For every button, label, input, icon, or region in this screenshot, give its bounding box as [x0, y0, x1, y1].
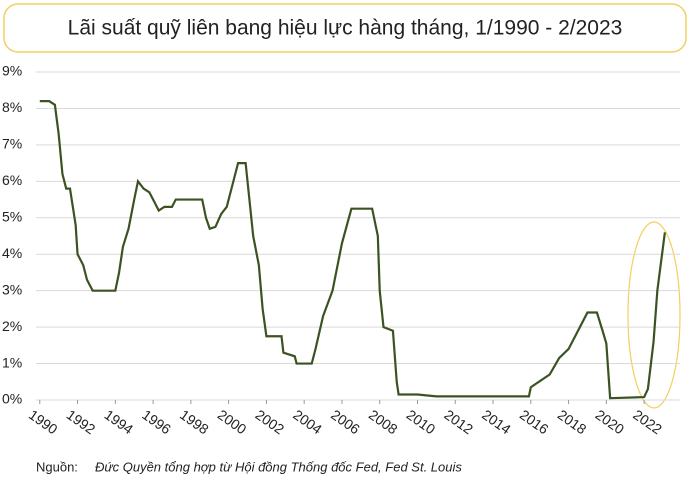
- x-tick-label: 2020: [593, 406, 628, 437]
- x-tick-label: 1990: [26, 406, 61, 437]
- y-tick-label: 6%: [2, 172, 22, 188]
- chart-title: Lãi suất quỹ liên bang hiệu lực hàng thá…: [68, 17, 623, 40]
- source-text: Đức Quyền tổng hợp từ Hội đồng Thống đốc…: [95, 459, 462, 474]
- y-tick-label: 3%: [2, 281, 22, 297]
- line-series: [39, 100, 666, 400]
- y-tick-label: 4%: [2, 245, 22, 261]
- x-tick-label: 2014: [479, 406, 514, 437]
- x-tick-label: 2004: [290, 406, 325, 437]
- y-tick-label: 8%: [2, 99, 22, 115]
- x-tick-label: 2010: [404, 406, 439, 437]
- y-tick-label: 0%: [2, 391, 22, 407]
- y-tick-label: 9%: [2, 63, 22, 79]
- y-tick-label: 7%: [2, 136, 22, 152]
- y-tick-label: 1%: [2, 354, 22, 370]
- x-tick-label: 2018: [555, 406, 590, 437]
- x-tick-label: 2006: [328, 406, 363, 437]
- x-tick-label: 2022: [630, 406, 665, 437]
- y-tick-label: 2%: [2, 318, 22, 334]
- x-tick-label: 1996: [139, 406, 174, 437]
- x-tick-label: 1992: [64, 406, 99, 437]
- x-tick-label: 1994: [101, 406, 136, 437]
- x-tick-label: 2002: [253, 406, 288, 437]
- highlight-ellipse: [627, 221, 681, 409]
- x-tick-label: 2000: [215, 406, 250, 437]
- y-tick-label: 5%: [2, 208, 22, 224]
- x-tick-label: 1998: [177, 406, 212, 437]
- x-tick-label: 2012: [441, 406, 476, 437]
- title-box: [3, 3, 687, 53]
- source-label: Nguồn:: [36, 459, 78, 474]
- x-tick-label: 2008: [366, 406, 401, 437]
- x-tick-label: 2016: [517, 406, 552, 437]
